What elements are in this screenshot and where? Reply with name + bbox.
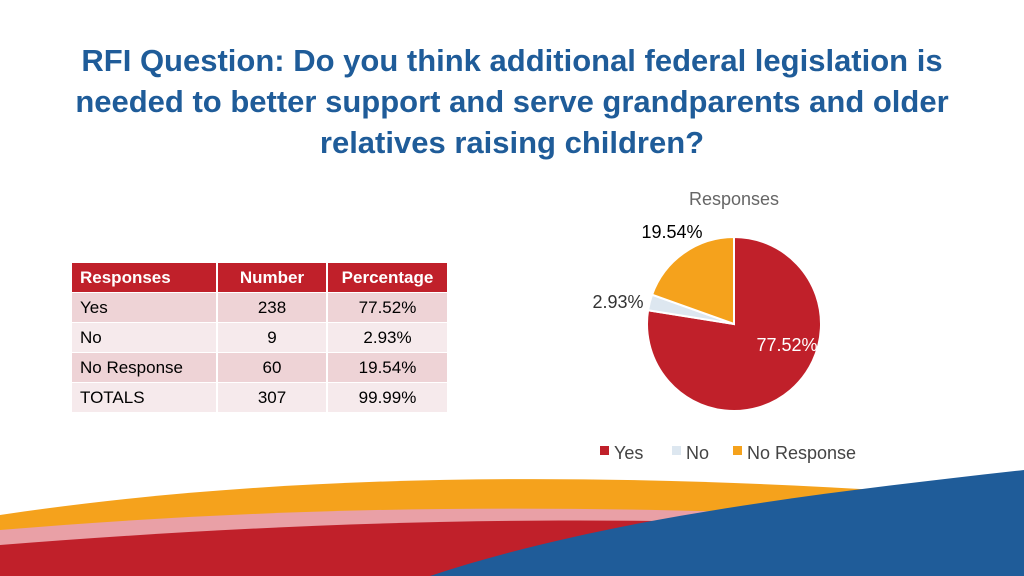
footer-swoosh — [0, 470, 1024, 576]
row-yes-percentage: 77.52% — [328, 293, 447, 322]
legend-label-yes: Yes — [614, 443, 643, 463]
data-label-yes: 77.52% — [756, 335, 817, 355]
row-totals-number: 307 — [218, 383, 326, 412]
table-row: No Response 60 19.54% — [72, 353, 447, 382]
row-noresponse-number: 60 — [218, 353, 326, 382]
pie-slice-no-response — [650, 235, 735, 326]
legend-label-no: No — [686, 443, 709, 463]
data-label-no-response: 19.54% — [641, 222, 702, 242]
header-percentage: Percentage — [328, 263, 447, 292]
table-row: TOTALS 307 99.99% — [72, 383, 447, 412]
row-no-label: No — [72, 323, 216, 352]
pie-slice-yes — [646, 235, 822, 412]
row-yes-number: 238 — [218, 293, 326, 322]
header-responses: Responses — [72, 263, 216, 292]
legend-swatch-no — [672, 446, 681, 455]
row-noresponse-label: No Response — [72, 353, 216, 382]
data-label-no: 2.93% — [592, 292, 643, 312]
table-row: No 9 2.93% — [72, 323, 447, 352]
table-header-row: Responses Number Percentage — [72, 263, 447, 292]
row-no-number: 9 — [218, 323, 326, 352]
chart-title: Responses — [689, 189, 779, 209]
row-noresponse-percentage: 19.54% — [328, 353, 447, 382]
row-totals-label: TOTALS — [72, 383, 216, 412]
row-totals-percentage: 99.99% — [328, 383, 447, 412]
row-yes-label: Yes — [72, 293, 216, 322]
pie-slices — [646, 235, 822, 412]
table-row: Yes 238 77.52% — [72, 293, 447, 322]
row-no-percentage: 2.93% — [328, 323, 447, 352]
legend-swatch-yes — [600, 446, 609, 455]
chart-legend: Yes No No Response — [600, 443, 856, 463]
pie-data-labels: 77.52% 2.93% 19.54% — [592, 222, 817, 355]
page-title: RFI Question: Do you think additional fe… — [75, 43, 949, 160]
responses-table: Responses Number Percentage Yes 238 77.5… — [70, 262, 449, 413]
header-number: Number — [218, 263, 326, 292]
legend-swatch-no-response — [733, 446, 742, 455]
legend-label-no-response: No Response — [747, 443, 856, 463]
